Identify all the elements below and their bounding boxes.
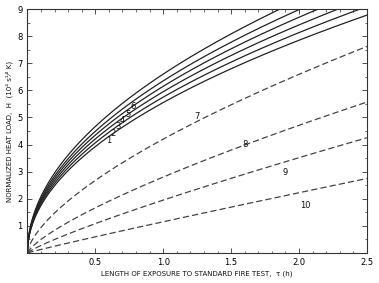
Text: 3: 3 — [116, 123, 121, 131]
Text: 6: 6 — [131, 102, 136, 111]
X-axis label: LENGTH OF EXPOSURE TO STANDARD FIRE TEST,  τ (h): LENGTH OF EXPOSURE TO STANDARD FIRE TEST… — [102, 271, 293, 277]
Text: 7: 7 — [194, 112, 200, 121]
Text: 1: 1 — [106, 136, 111, 145]
Text: 9: 9 — [283, 168, 288, 177]
Y-axis label: NORMALIZED HEAT LOAD,  H  (10⁴ s¹⁄² K): NORMALIZED HEAT LOAD, H (10⁴ s¹⁄² K) — [6, 61, 13, 201]
Text: 8: 8 — [242, 140, 247, 149]
Text: 4: 4 — [120, 116, 125, 125]
Text: 10: 10 — [301, 201, 311, 210]
Text: 2: 2 — [110, 129, 116, 138]
Text: 5: 5 — [125, 110, 130, 119]
